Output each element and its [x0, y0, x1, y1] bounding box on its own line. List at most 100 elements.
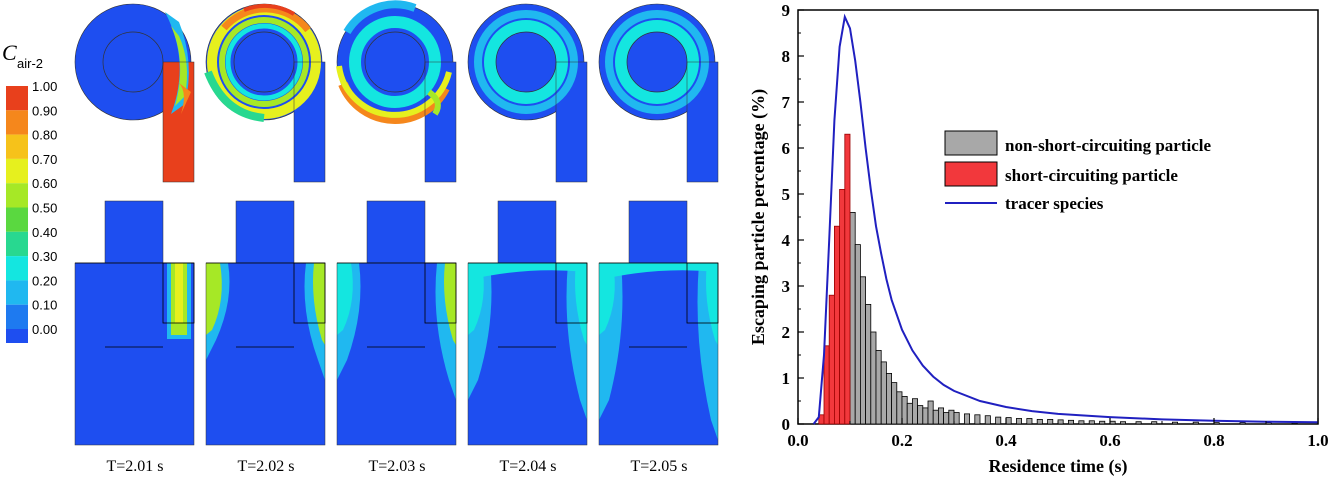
colorbar-tick-label: 0.00	[32, 322, 57, 337]
bar	[984, 415, 991, 425]
bar	[917, 405, 924, 425]
bar	[1057, 419, 1064, 425]
x-axis-label: Residence time (s)	[989, 456, 1128, 477]
y-tick-label: 1	[782, 369, 791, 388]
colorbar-swatch	[6, 329, 28, 343]
colorbar-tick-label: 0.40	[32, 225, 57, 240]
snapshot-3: T=2.03 s	[336, 0, 457, 475]
snapshot-time-label: T=2.05 s	[630, 458, 687, 475]
bar	[1067, 419, 1074, 425]
colorbar-tick-label: 1.00	[32, 79, 57, 94]
y-tick-label: 4	[782, 231, 791, 250]
bar	[870, 331, 877, 425]
legend-label-tracer: tracer species	[1005, 194, 1104, 213]
colorbar-swatch	[6, 304, 28, 329]
colorbar-swatch	[6, 86, 28, 111]
bar	[880, 361, 887, 425]
colorbar-tick-label: 0.70	[32, 152, 57, 167]
bar	[839, 188, 846, 425]
bar	[828, 294, 835, 425]
bar	[963, 413, 970, 425]
bar	[860, 276, 867, 425]
y-tick-label: 5	[782, 185, 791, 204]
x-tick-label: 0.4	[995, 431, 1017, 450]
snapshot-time-label: T=2.02 s	[237, 458, 294, 475]
bar	[1213, 422, 1220, 425]
colorbar-tick-label: 0.90	[32, 103, 57, 118]
snapshot-group: T=2.01 s T=2.02 s T=2.03 s T=2.04 s T=2.05 s	[74, 0, 719, 475]
snapshot-time-label: T=2.01 s	[106, 458, 163, 475]
colorbar-subscript: air-2	[17, 56, 43, 71]
bar	[1291, 422, 1298, 425]
colorbar-tick-label: 0.20	[32, 273, 57, 288]
y-axis-ticks: 0 1 2 3 4 5 6 7 8 9	[782, 1, 804, 434]
bar	[885, 372, 892, 425]
legend: non-short-circuiting particle short-circ…	[944, 130, 1211, 213]
bar	[927, 400, 934, 425]
colorbar-tick-label: 0.60	[32, 176, 57, 191]
bar	[865, 303, 872, 425]
bar	[1265, 422, 1272, 425]
tracer-species-line	[812, 13, 1319, 425]
x-tick-label: 0.8	[1203, 431, 1224, 450]
colorbar-swatch	[6, 134, 28, 159]
snapshot-5: T=2.05 s	[598, 3, 719, 475]
bar	[891, 382, 898, 425]
colorbar-swatch	[6, 110, 28, 135]
bar	[995, 416, 1002, 425]
bar	[1026, 418, 1033, 425]
bar	[1015, 418, 1022, 425]
y-tick-label: 6	[782, 139, 791, 158]
colorbar: 1.00 0.90 0.80 0.70 0.60 0.50 0.40 0.30 0.20 0.10…	[6, 79, 57, 343]
bar	[953, 412, 960, 425]
bar	[1109, 420, 1116, 425]
bar	[948, 409, 955, 425]
snapshot-time-label: T=2.04 s	[499, 458, 556, 475]
x-axis-ticks: 0.0 0.2 0.4 0.6 0.8 1.0	[787, 418, 1329, 450]
bar	[932, 409, 939, 425]
legend-label-short: short-circuiting particle	[1005, 166, 1178, 185]
legend-label-non-short: non-short-circuiting particle	[1005, 136, 1211, 155]
bar	[896, 391, 903, 425]
bar	[1192, 421, 1199, 425]
snapshot-1: T=2.01 s	[74, 3, 195, 475]
non-short-circuiting-bars	[839, 211, 1298, 425]
bar	[937, 407, 944, 425]
colorbar-swatch	[6, 207, 28, 232]
bar	[854, 244, 861, 425]
bar	[1119, 421, 1126, 425]
bar	[844, 133, 851, 425]
bar	[849, 211, 856, 425]
bar	[1239, 422, 1246, 425]
x-tick-label: 0.0	[787, 431, 808, 450]
snapshot-time-label: T=2.03 s	[368, 458, 425, 475]
bar	[974, 414, 981, 425]
legend-swatch-non-short	[944, 130, 998, 156]
contour-panel: C air-2 1.00 0.90 0.80 0.70 0.60 0.50 0.40 0.30…	[2, 0, 719, 475]
bar	[875, 349, 882, 425]
y-tick-label: 9	[782, 1, 791, 20]
y-tick-label: 2	[782, 323, 791, 342]
y-tick-label: 7	[782, 93, 791, 112]
bar	[922, 407, 929, 425]
colorbar-tick-label: 0.50	[32, 201, 57, 216]
bar	[1135, 421, 1142, 425]
y-tick-label: 3	[782, 277, 791, 296]
bar	[901, 395, 908, 425]
x-tick-label: 0.2	[891, 431, 912, 450]
y-tick-label: 0	[782, 415, 791, 434]
colorbar-symbol: C	[2, 40, 17, 65]
residence-time-chart: 0.0 0.2 0.4 0.6 0.8 1.0 0 1 2 3 4 5 6 7 8 9 Residence …	[748, 1, 1329, 477]
short-circuiting-bars	[818, 133, 851, 425]
bar	[943, 412, 950, 425]
x-tick-label: 0.6	[1099, 431, 1120, 450]
colorbar-swatch	[6, 158, 28, 184]
y-axis-label: Escaping particle percentage (%)	[748, 89, 769, 345]
legend-swatch-short	[944, 161, 998, 187]
bar	[1171, 421, 1178, 425]
colorbar-swatch	[6, 280, 28, 305]
bar	[1036, 418, 1043, 425]
colorbar-swatch	[6, 183, 28, 208]
colorbar-tick-label: 0.30	[32, 249, 57, 264]
bar	[1088, 420, 1095, 425]
